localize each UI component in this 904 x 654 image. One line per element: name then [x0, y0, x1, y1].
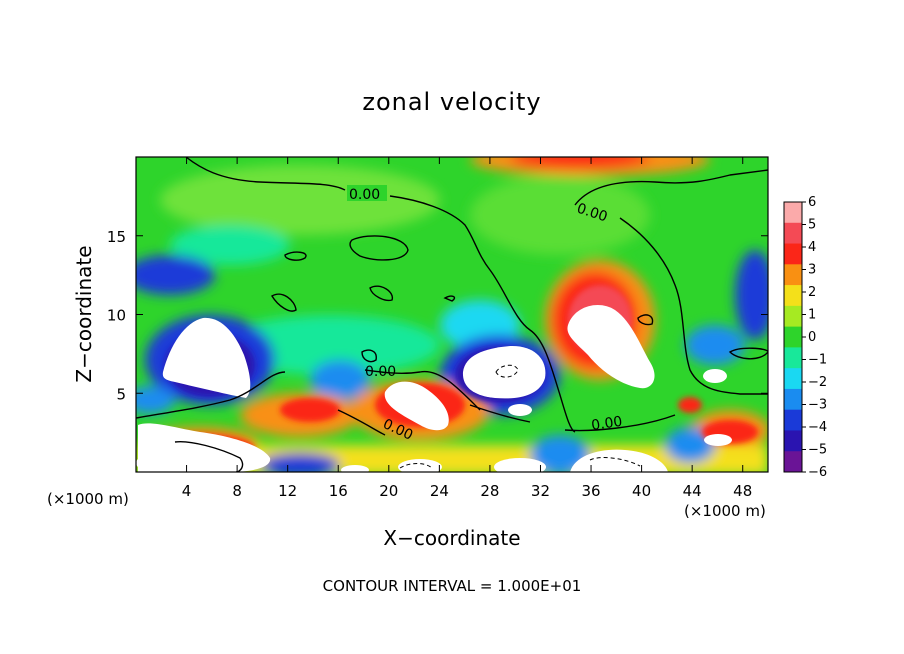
x-tick-label: 32	[531, 482, 550, 500]
colorbar-label: 3	[808, 263, 816, 278]
x-tick-label: 4	[182, 482, 192, 500]
colorbar-swatch	[784, 430, 802, 452]
colorbar-swatch	[784, 326, 802, 348]
colorbar-label: −6	[808, 465, 827, 480]
y-unit-label: (×1000 m)	[47, 490, 129, 508]
contour-label: 0.00	[365, 364, 396, 380]
contour-interval-note: CONTOUR INTERVAL = 1.000E+01	[322, 577, 582, 595]
colorbar-label: −2	[808, 375, 827, 390]
x-tick-label: 40	[632, 482, 651, 500]
x-tick-label: 44	[683, 482, 702, 500]
y-tick-label: 10	[107, 307, 126, 325]
x-tick-label: 36	[581, 482, 600, 500]
x-unit-label: (×1000 m)	[684, 502, 766, 520]
colorbar-swatch	[784, 409, 802, 431]
contour-label: 0.00	[590, 414, 623, 434]
x-tick-label: 28	[480, 482, 499, 500]
chart-title: zonal velocity	[362, 88, 542, 116]
colorbar-label: 2	[808, 285, 816, 300]
x-tick-label: 16	[329, 482, 348, 500]
y-tick-label: 5	[116, 385, 126, 403]
x-tick-label: 20	[379, 482, 398, 500]
x-tick-label: 12	[278, 482, 297, 500]
velocity-field	[136, 157, 768, 472]
colorbar-swatch	[784, 451, 802, 473]
colorbar-swatch	[784, 243, 802, 265]
colorbar-label: 5	[808, 218, 816, 233]
x-axis-label: X−coordinate	[383, 526, 521, 550]
colorbar-label: −4	[808, 420, 827, 435]
colorbar-label: −5	[808, 443, 827, 458]
contour-label: 0.00	[349, 187, 380, 203]
colorbar-label: −1	[808, 353, 827, 368]
colorbar-swatch	[784, 347, 802, 369]
x-tick-label: 24	[430, 482, 449, 500]
colorbar-swatch	[784, 368, 802, 390]
colorbar-label: 0	[808, 330, 816, 345]
colorbar-swatch	[784, 264, 802, 286]
x-tick-label: 48	[733, 482, 752, 500]
x-tick-label: 8	[232, 482, 242, 500]
colorbar-swatch	[784, 285, 802, 307]
colorbar-label: −3	[808, 398, 827, 413]
colorbar-swatch	[784, 305, 802, 328]
y-tick-label: 15	[107, 228, 126, 246]
y-axis-label: Z−coordinate	[72, 245, 96, 383]
colorbar-swatch	[784, 222, 802, 245]
colorbar-swatch	[784, 388, 802, 411]
colorbar-label: 4	[808, 240, 816, 255]
colorbar-label: 6	[808, 195, 816, 210]
colorbar-label: 1	[808, 308, 816, 323]
colorbar-swatch	[784, 202, 802, 224]
